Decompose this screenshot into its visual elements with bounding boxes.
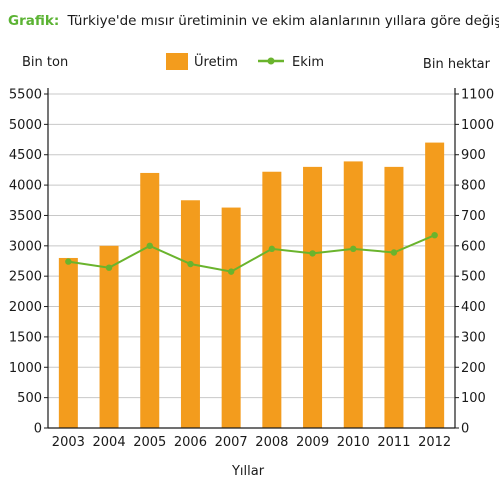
y-tick-label-right: 600	[461, 239, 486, 254]
legend-label-ekim: Ekim	[292, 55, 324, 70]
y-axis-left-label: Bin ton	[22, 55, 68, 70]
point-ekim-2004	[105, 264, 113, 271]
point-ekim-2008	[268, 245, 276, 253]
x-tick-label: 2009	[296, 435, 329, 450]
bar-uretim-2008	[262, 171, 282, 429]
y-tick-label-left: 5500	[9, 88, 42, 103]
bar-uretim-2010	[343, 161, 363, 428]
legend: Üretim Ekim	[166, 53, 324, 70]
bar-uretim-2005	[140, 172, 160, 428]
x-tick-label: 2007	[215, 435, 248, 450]
point-ekim-2010	[350, 245, 357, 253]
y-tick-label-left: 1500	[9, 330, 42, 345]
y-axis-left-ticks: 0 500 1000 1500 2000 2500 3000 3500 4000 4500 5000…	[9, 88, 48, 437]
y-tick-label-right: 0	[461, 422, 469, 437]
bar-uretim-2009	[303, 166, 323, 428]
point-ekim-2007	[227, 268, 235, 275]
x-tick-label: 2004	[93, 435, 126, 450]
x-tick-label: 2003	[52, 435, 85, 450]
x-tick-label: 2010	[337, 435, 370, 450]
x-tick-label: 2012	[418, 435, 451, 450]
x-tick-label: 2005	[133, 435, 166, 450]
line-series-ekim	[65, 231, 438, 275]
axes	[47, 88, 456, 429]
point-ekim-2009	[309, 250, 316, 257]
y-tick-label-left: 3500	[9, 209, 42, 224]
y-tick-label-left: 4000	[9, 179, 42, 194]
y-tick-label-left: 2000	[9, 300, 42, 315]
y-tick-label-right: 200	[461, 361, 486, 376]
y-tick-label-left: 500	[17, 391, 42, 406]
chart-title-text: Türkiye'de mısır üretiminin ve ekim alan…	[67, 13, 499, 29]
y-tick-label-right: 700	[461, 209, 486, 224]
x-tick-label: 2011	[377, 435, 410, 450]
point-ekim-2006	[187, 260, 194, 268]
y-tick-label-right: 500	[461, 270, 486, 285]
bar-uretim-2003	[58, 257, 78, 428]
y-axis-right-label: Bin hektar	[423, 57, 491, 72]
x-tick-label: 2008	[255, 435, 288, 450]
y-tick-label-right: 1000	[461, 118, 494, 133]
y-tick-label-right: 300	[461, 330, 486, 345]
point-ekim-2005	[146, 242, 153, 250]
x-axis-label: Yıllar	[231, 464, 265, 479]
x-tick-label: 2006	[174, 435, 207, 450]
point-ekim-2011	[390, 249, 398, 256]
chart-title-prefix: Grafik:	[8, 13, 59, 29]
legend-swatch-uretim	[166, 53, 188, 70]
legend-marker-ekim	[267, 57, 275, 65]
point-ekim-2012	[431, 231, 438, 239]
point-ekim-2003	[65, 258, 72, 265]
bar-uretim-2004	[99, 245, 119, 428]
y-tick-label-left: 4500	[9, 148, 42, 163]
chart-title: Grafik: Türkiye'de mısır üretiminin ve e…	[8, 13, 499, 29]
legend-label-uretim: Üretim	[194, 53, 238, 70]
line-ekim	[68, 234, 436, 273]
bar-uretim-2006	[180, 200, 200, 428]
bar-uretim-2012	[425, 142, 445, 428]
y-tick-label-right: 400	[461, 300, 486, 315]
y-tick-label-left: 1000	[9, 361, 42, 376]
y-tick-label-right: 800	[461, 179, 486, 194]
bar-uretim-2011	[384, 166, 404, 428]
y-tick-label-left: 0	[34, 422, 42, 437]
y-tick-label-left: 2500	[9, 270, 42, 285]
y-axis-right-ticks: 0 100 200 300 400 500 600 700 800 900 1000 1100	[455, 88, 494, 437]
bar-uretim-2007	[221, 207, 241, 428]
y-tick-label-right: 1100	[461, 88, 494, 103]
y-tick-label-left: 3000	[9, 239, 42, 254]
x-axis-ticks: 2003 2004 2005 2006 2007 2008 2009 2010 2011 2012	[52, 435, 451, 450]
y-tick-label-left: 5000	[9, 118, 42, 133]
y-tick-label-right: 100	[461, 391, 486, 406]
bar-series-uretim	[58, 142, 445, 429]
y-tick-label-right: 900	[461, 148, 486, 163]
